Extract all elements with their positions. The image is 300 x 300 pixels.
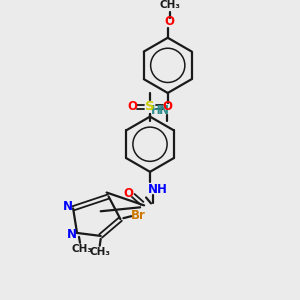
Text: CH₃: CH₃ <box>71 244 92 254</box>
Text: CH₃: CH₃ <box>159 0 180 10</box>
Text: O: O <box>123 187 133 200</box>
Text: H: H <box>151 104 161 117</box>
Text: CH₃: CH₃ <box>89 247 110 257</box>
Text: O: O <box>163 100 173 113</box>
Text: Br: Br <box>131 209 146 222</box>
Text: N: N <box>67 228 77 242</box>
Text: H: H <box>157 183 167 196</box>
Text: S: S <box>145 100 155 113</box>
Text: O: O <box>165 16 175 28</box>
Text: N: N <box>159 104 169 117</box>
Text: O: O <box>127 100 137 113</box>
Text: N: N <box>63 200 73 213</box>
Text: N: N <box>148 183 158 196</box>
